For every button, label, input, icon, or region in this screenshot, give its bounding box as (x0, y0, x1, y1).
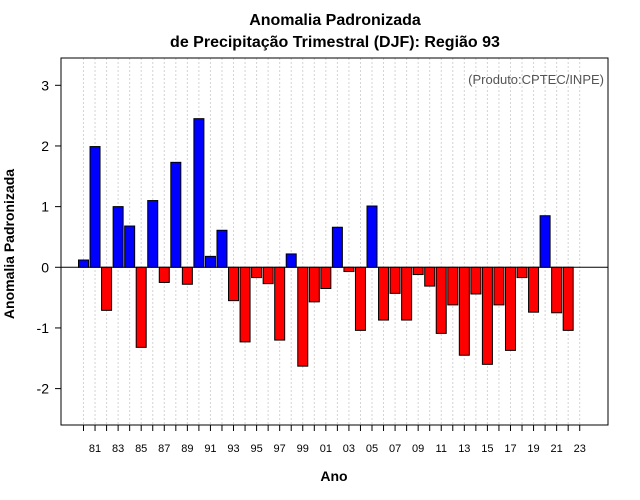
bar-1994 (239, 266, 251, 343)
x-tick-label-99: 99 (297, 443, 309, 455)
bar-2005 (366, 205, 378, 268)
bar-2017 (504, 266, 516, 351)
x-axis: 81 83 85 87 89 91 93 95 97 99 01 03 05 07 09 11 13 15 17 19… (83, 425, 586, 455)
chart-title-line2: de Precipitação Trimestral (DJF): Região… (170, 34, 500, 51)
bar-1984 (124, 225, 136, 268)
y-axis-label: Anomalia Padronizada (1, 169, 17, 319)
y-tick-label-2: 2 (41, 138, 49, 154)
bar-1980 (78, 259, 89, 268)
bar-2003 (343, 266, 355, 273)
bar-2004 (354, 266, 366, 331)
bar-2008 (401, 266, 413, 321)
credit-text: (Produto:CPTEC/INPE) (468, 72, 604, 87)
bar-1998 (285, 253, 297, 268)
bar-2018 (516, 266, 528, 279)
grid (83, 58, 581, 425)
bar-2000 (308, 266, 320, 303)
y-axis: -2 -1 0 1 2 3 (37, 77, 61, 397)
bar-2021 (551, 266, 563, 314)
y-tick-label--1: -1 (37, 320, 50, 336)
bar-1987 (158, 266, 170, 283)
x-tick-label-05: 05 (366, 443, 378, 455)
bar-1999 (297, 266, 309, 367)
bar-1997 (274, 266, 286, 341)
x-tick-label-01: 01 (320, 443, 332, 455)
bar-2019 (528, 266, 540, 313)
bar-2020 (539, 215, 551, 268)
bar-2013 (458, 266, 470, 356)
plot-frame (60, 57, 609, 426)
bar-1990 (193, 118, 205, 268)
bar-1988 (170, 161, 182, 268)
bar-2016 (493, 266, 505, 306)
x-axis-label: Ano (320, 468, 347, 484)
x-tick-label-13: 13 (458, 443, 470, 455)
bar-2014 (470, 266, 482, 295)
y-tick-label-1: 1 (41, 199, 49, 215)
bar-2011 (435, 266, 447, 334)
bar-1993 (228, 266, 240, 302)
x-tick-label-85: 85 (135, 443, 147, 455)
bar-1985 (135, 266, 147, 348)
chart-title-line1: Anomalia Padronizada (249, 12, 421, 29)
bar-2012 (447, 266, 459, 306)
y-tick-label-3: 3 (41, 77, 49, 93)
y-tick-label--2: -2 (37, 381, 50, 397)
bar-2001 (320, 266, 332, 290)
bar-2010 (424, 266, 436, 287)
x-tick-label-15: 15 (481, 443, 493, 455)
y-tick-label-0: 0 (41, 259, 49, 275)
x-tick-label-91: 91 (204, 443, 216, 455)
bar-2009 (412, 266, 424, 276)
x-tick-label-95: 95 (250, 443, 262, 455)
x-tick-label-23: 23 (574, 443, 586, 455)
x-tick-label-09: 09 (412, 443, 424, 455)
x-tick-label-87: 87 (158, 443, 170, 455)
x-tick-label-11: 11 (436, 443, 447, 455)
x-tick-label-03: 03 (343, 443, 355, 455)
x-tick-label-93: 93 (227, 443, 239, 455)
bar-1992 (216, 229, 228, 268)
bar-1996 (262, 266, 274, 285)
bar-1983 (112, 206, 124, 268)
bar-2002 (331, 226, 343, 268)
x-tick-label-17: 17 (504, 443, 516, 455)
bar-2006 (378, 266, 390, 321)
bar-1995 (251, 266, 263, 279)
x-tick-label-97: 97 (274, 443, 286, 455)
x-tick-label-19: 19 (527, 443, 539, 455)
x-tick-label-07: 07 (389, 443, 401, 455)
bar-1989 (181, 266, 193, 285)
bars (78, 118, 574, 367)
x-tick-label-83: 83 (112, 443, 124, 455)
bar-1991 (204, 255, 216, 268)
x-tick-label-89: 89 (181, 443, 193, 455)
bar-1981 (89, 146, 101, 268)
bar-2007 (389, 266, 401, 294)
x-tick-label-81: 81 (89, 443, 101, 455)
bar-2022 (562, 266, 574, 331)
bar-2015 (481, 266, 493, 365)
bar-1986 (147, 200, 159, 268)
x-tick-label-21: 21 (551, 443, 563, 455)
bar-1982 (101, 266, 113, 311)
